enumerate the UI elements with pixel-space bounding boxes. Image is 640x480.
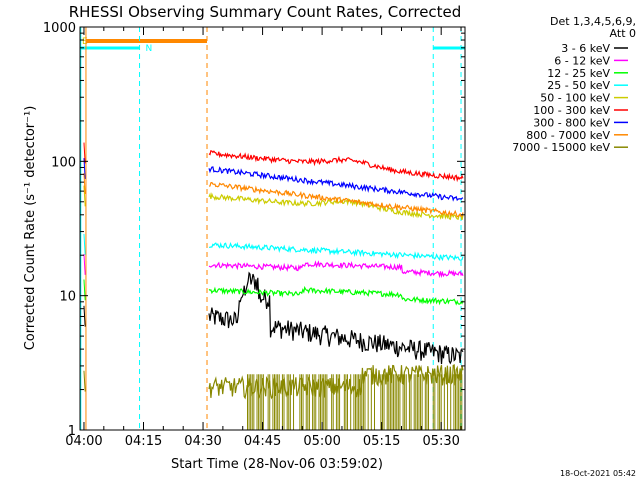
- legend-entry-label: 25 - 50 keV: [547, 79, 610, 92]
- series-early-8: [83, 370, 86, 392]
- series-line-1: [208, 260, 464, 279]
- legend-entry-label: 800 - 7000 keV: [526, 129, 610, 142]
- flag-label-n: N: [146, 44, 153, 54]
- legend-entry-label: 300 - 800 keV: [533, 116, 610, 129]
- series-line-2: [208, 285, 464, 306]
- y-tick-label: 1000: [43, 21, 76, 36]
- x-tick-label: 05:00: [303, 434, 340, 449]
- series-early-3: [83, 233, 86, 255]
- x-tick-label: 05:15: [363, 434, 400, 449]
- legend-entry-label: 3 - 6 keV: [561, 42, 610, 55]
- y-tick-label: 10: [59, 290, 76, 305]
- legend-entry-label: 7000 - 15000 keV: [512, 141, 610, 154]
- series-early-2: [83, 279, 86, 301]
- y-tick-label: 100: [51, 155, 76, 170]
- x-tick-label: 04:30: [184, 434, 221, 449]
- series-line-6: [208, 166, 464, 202]
- series-early-5: [83, 142, 86, 164]
- series-line-0: [208, 271, 464, 365]
- flag-label-e: E: [82, 37, 88, 47]
- x-tick-label: 04:00: [65, 434, 102, 449]
- legend-header-attenuator: Att 0: [610, 27, 636, 40]
- y-axis: 1 10 100 1000: [43, 21, 465, 439]
- x-tick-label: 05:30: [422, 434, 459, 449]
- series-line-4: [208, 192, 464, 221]
- footer-timestamp: 18-Oct-2021 05:42: [560, 469, 636, 478]
- x-tick-label: 04:15: [125, 434, 162, 449]
- series-line-5: [208, 150, 464, 183]
- legend-entry-label: 6 - 12 keV: [554, 54, 610, 67]
- series-line-3: [209, 241, 464, 262]
- chart-title: RHESSI Observing Summary Count Rates, Co…: [69, 3, 462, 21]
- legend-entry-label: 100 - 300 keV: [533, 104, 610, 117]
- legend-header-detectors: Det 1,3,4,5,6,9,: [550, 15, 636, 28]
- x-axis: 04:00 04:15 04:30 04:45 05:00 05:15 05:30: [65, 27, 462, 449]
- y-axis-label: Corrected Count Rate (s⁻¹ detector⁻¹): [23, 106, 38, 351]
- series-early-1: [83, 254, 86, 275]
- series-early-7: [83, 173, 86, 195]
- x-axis-label: Start Time (28-Nov-06 03:59:02): [171, 457, 383, 472]
- legend-entry-label: 12 - 25 keV: [547, 67, 610, 80]
- legend-entry-label: 50 - 100 keV: [540, 92, 610, 105]
- plot-area: EN: [80, 27, 465, 430]
- series-line-7: [208, 181, 464, 218]
- x-tick-label: 04:45: [244, 434, 281, 449]
- y-tick-label: 1: [68, 424, 76, 439]
- series-early-4: [83, 185, 86, 207]
- plot-frame: [79, 26, 466, 431]
- series-early-0: [83, 305, 86, 327]
